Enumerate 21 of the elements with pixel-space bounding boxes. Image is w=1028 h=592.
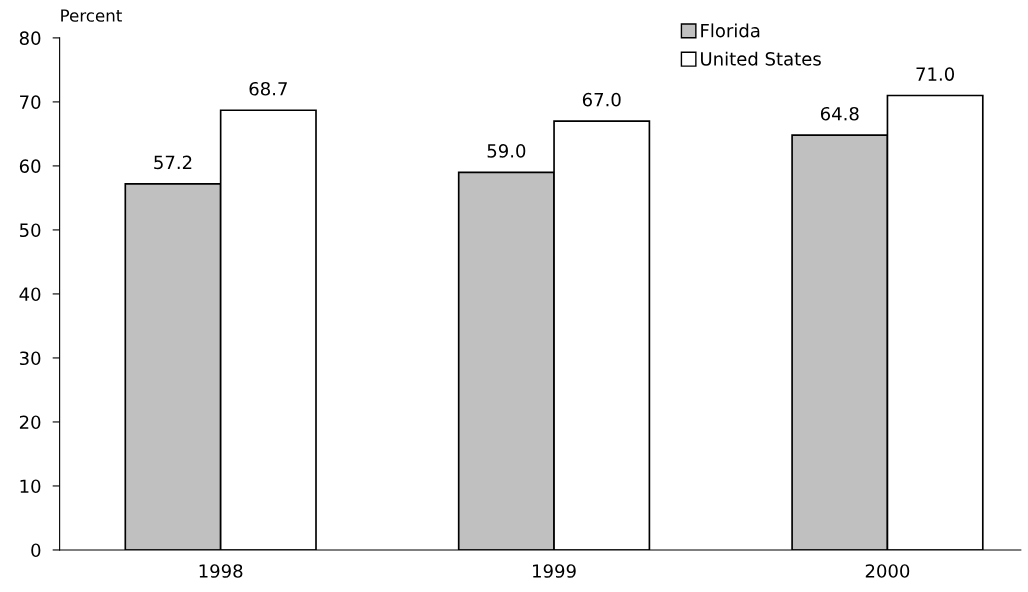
data-label: 68.7 bbox=[249, 81, 287, 96]
x-tick-label: 2000 bbox=[865, 564, 910, 578]
x-tick-label: 1999 bbox=[533, 564, 576, 578]
y-tick-label: 60 bbox=[19, 159, 41, 174]
y-tick-label: 70 bbox=[20, 95, 41, 110]
data-label: 67.0 bbox=[582, 92, 621, 107]
y-axis-title: Percent bbox=[61, 9, 122, 22]
y-tick-label: 50 bbox=[19, 223, 41, 238]
y-tick-label: 0 bbox=[31, 543, 41, 558]
y-tick-label: 20 bbox=[19, 415, 41, 430]
data-label: 59.0 bbox=[487, 144, 526, 158]
data-label: 57.2 bbox=[154, 155, 192, 170]
legend-label: United States bbox=[701, 51, 821, 66]
y-tick-label: 40 bbox=[19, 287, 41, 302]
y-tick-label: 10 bbox=[20, 479, 41, 494]
y-tick-label: 80 bbox=[19, 31, 41, 45]
x-tick-label: 1998 bbox=[199, 564, 243, 578]
data-label: 64.8 bbox=[820, 106, 859, 121]
y-tick-label: 30 bbox=[19, 351, 41, 366]
legend-label: Florida bbox=[701, 23, 760, 38]
data-label: 71.0 bbox=[916, 67, 955, 81]
